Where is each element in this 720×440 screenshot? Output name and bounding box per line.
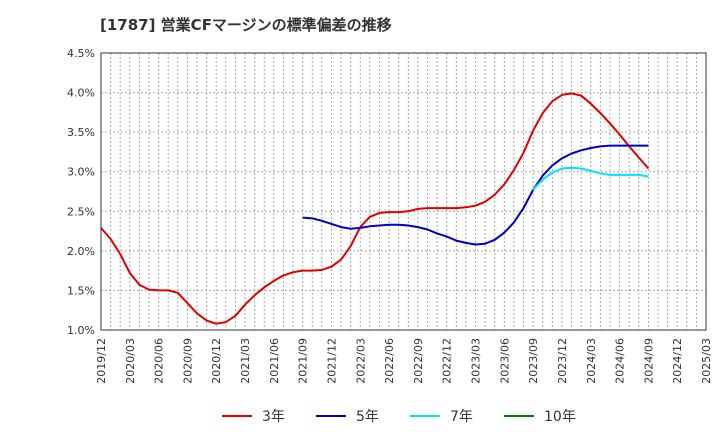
- x-tick-label: 2024/06: [614, 338, 627, 384]
- legend-swatch: [316, 415, 346, 417]
- legend-swatch: [222, 415, 252, 417]
- x-tick-label: 2020/06: [153, 338, 166, 384]
- y-tick-label: 2.5%: [67, 205, 95, 218]
- legend-item: 10年: [504, 404, 576, 428]
- plot-frame: [100, 52, 707, 331]
- x-tick-label: 2020/09: [181, 338, 194, 384]
- series-line-7年: [532, 166, 649, 191]
- y-tick-label: 1.0%: [67, 324, 95, 337]
- x-tick-label: 2023/12: [556, 338, 569, 384]
- x-tick-label: 2020/12: [210, 338, 223, 384]
- axis-layer: 1.0% 1.5% 2.0% 2.5% 3.0% 3.5% 4.0% 4.5% 2019/12 2…: [67, 47, 713, 384]
- chart-title: [1787] 営業CFマージンの標準偏差の推移: [100, 16, 392, 34]
- x-tick-label: 2021/09: [297, 338, 310, 384]
- legend-label: 7年: [450, 409, 473, 425]
- x-tick-label: 2023/09: [527, 338, 540, 384]
- series-line-3年: [100, 92, 650, 325]
- y-tick-label: 2.0%: [67, 245, 95, 258]
- x-tick-label: 2023/06: [498, 338, 511, 384]
- x-tick-label: 2023/03: [470, 338, 483, 384]
- legend-item: 7年: [410, 404, 473, 428]
- grid-layer: [101, 52, 706, 331]
- y-tick-label: 3.5%: [67, 126, 95, 139]
- x-tick-label: 2021/06: [268, 338, 281, 384]
- x-tick-label: 2022/03: [354, 338, 367, 384]
- legend-label: 5年: [356, 409, 379, 425]
- legend-label: 3年: [262, 409, 285, 425]
- series-layer: [100, 92, 650, 325]
- x-tick-label: 2021/12: [325, 338, 338, 384]
- legend-swatch: [410, 415, 440, 417]
- y-tick-label: 3.0%: [67, 166, 95, 179]
- x-tick-label: 2024/03: [585, 338, 598, 384]
- y-tick-label: 1.5%: [67, 284, 95, 297]
- x-tick-label: 2022/06: [383, 338, 396, 384]
- x-tick-label: 2024/09: [642, 338, 655, 384]
- plot-area: [101, 53, 706, 330]
- x-tick-label: 2020/03: [124, 338, 137, 384]
- x-tick-label: 2022/09: [412, 338, 425, 384]
- x-tick-label: 2022/12: [441, 338, 454, 384]
- legend-item: 3年: [222, 404, 285, 428]
- x-tick-label: 2021/03: [239, 338, 252, 384]
- legend: 3年 5年 7年 10年: [0, 404, 720, 428]
- series-line-5年: [302, 144, 649, 246]
- legend-item: 5年: [316, 404, 379, 428]
- y-tick-label: 4.0%: [67, 87, 95, 100]
- x-tick-label: 2025/03: [700, 338, 713, 384]
- x-tick-label: 2024/12: [671, 338, 684, 384]
- legend-label: 10年: [544, 409, 576, 425]
- y-tick-label: 4.5%: [67, 47, 95, 60]
- x-tick-label: 2019/12: [95, 338, 108, 384]
- legend-swatch: [504, 415, 534, 417]
